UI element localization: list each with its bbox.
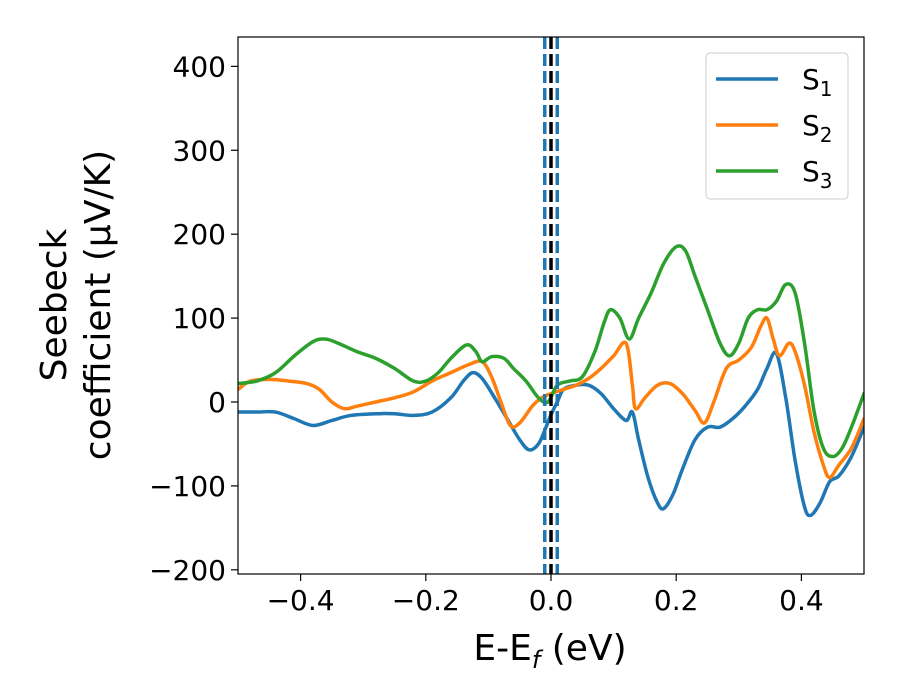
x-tick-label: 0.4: [779, 584, 824, 617]
y-tick-label: 100: [173, 302, 226, 335]
y-tick-label: 0: [208, 386, 226, 419]
series-layer: [238, 244, 864, 518]
y-tick-label: 400: [173, 50, 226, 83]
y-tick-label: 300: [173, 134, 226, 167]
y-axis-title-line2: coefficient (μV/K): [78, 150, 119, 460]
x-tick-label: 0.0: [529, 584, 574, 617]
y-tick-label: 200: [173, 218, 226, 251]
y-tick-label: −200: [149, 554, 226, 587]
x-axis-ticks: −0.4 −0.2 0.0 0.2 0.4: [267, 574, 824, 617]
legend-label-s1: S1: [802, 63, 833, 101]
x-tick-label: 0.2: [654, 584, 699, 617]
y-axis-title-line1: Seebeck: [34, 228, 75, 381]
fermi-level-lines: [542, 37, 560, 574]
x-tick-label: −0.2: [392, 584, 460, 617]
series-line-s3: [238, 244, 864, 459]
y-axis-ticks: −200 −100 0 100 200 300 400: [149, 50, 238, 587]
x-tick-label: −0.4: [267, 584, 335, 617]
legend: S1 S2 S3: [705, 52, 849, 200]
y-tick-label: −100: [149, 470, 226, 503]
legend-label-s3: S3: [802, 155, 833, 193]
legend-label-s2: S2: [802, 109, 833, 147]
series-line-s2: [238, 315, 864, 480]
series-line-s1: [238, 350, 864, 518]
x-axis-title: E-Ef (eV): [473, 628, 626, 674]
